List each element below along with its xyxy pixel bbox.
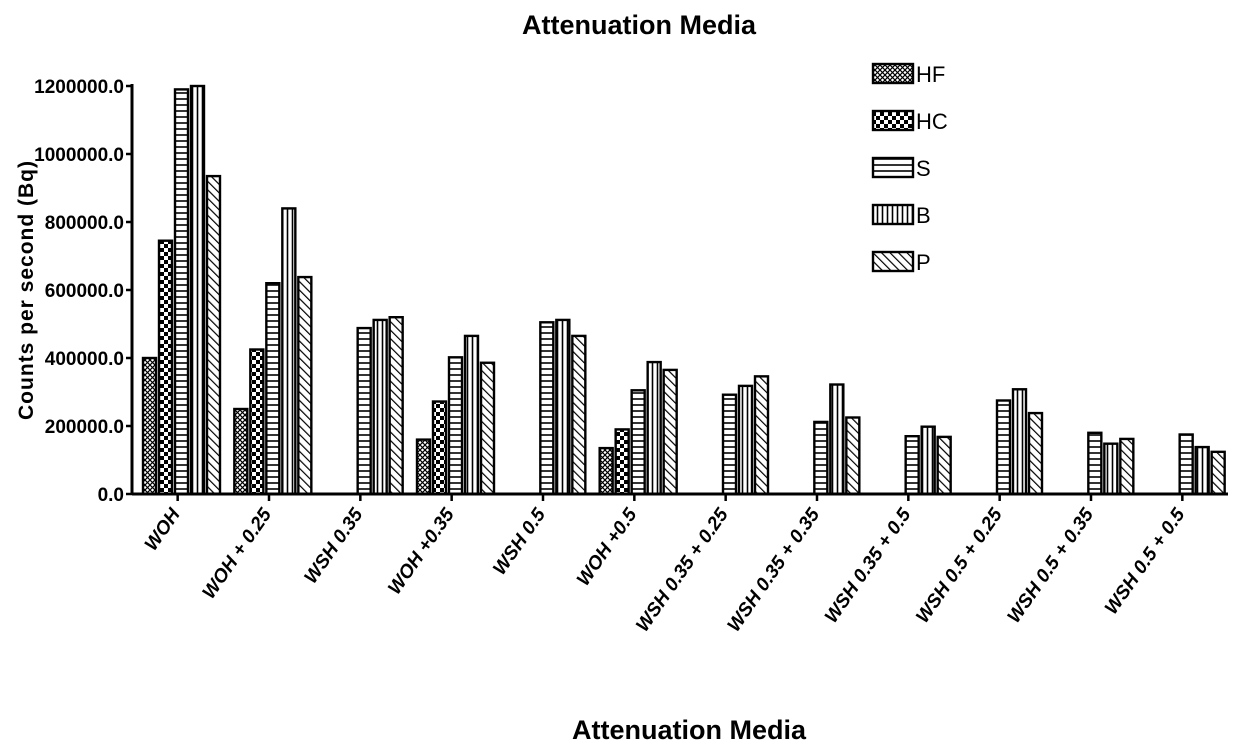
bar-hf-woh-0-25: [233, 407, 249, 496]
bar-p-wsh-0-5: [571, 334, 587, 496]
x-tick-label: WSH 0.35 + 0.35: [724, 504, 825, 635]
bar-b-wsh-0-5-0-35: [1103, 442, 1119, 496]
bar-p-wsh-0-35-0-35: [845, 416, 861, 496]
bar-s-wsh-0-5-0-35: [1087, 431, 1103, 496]
x-tick-label: WOH + 0.25: [199, 504, 277, 602]
bar-s-woh: [173, 88, 190, 496]
legend: HF HC SBP: [871, 62, 948, 275]
y-axis-label: Counts per second (Bq): [15, 160, 38, 420]
bar-s-wsh-0-35: [356, 326, 372, 496]
bar-hf-woh: [141, 356, 158, 496]
bar-p-wsh-0-5-0-35: [1119, 437, 1135, 496]
bar-b-wsh-0-5-0-5: [1194, 445, 1210, 496]
legend-label-p: P: [916, 250, 931, 275]
y-tick-label: 600000.0: [45, 281, 124, 302]
legend-label-hc: HC: [916, 109, 948, 134]
x-tick-label: WSH 0.35 + 0.5: [821, 504, 916, 627]
x-tick-label: WOH +0.35: [384, 504, 459, 598]
bar-b-wsh-0-35-0-5: [920, 425, 936, 496]
bar-b-wsh-0-35-0-25: [737, 384, 754, 496]
bar-p-wsh-0-35-0-5: [936, 435, 952, 496]
y-tick-label: 1000000.0: [34, 145, 124, 166]
legend-swatch-hc: [871, 109, 915, 132]
y-tick-label: 400000.0: [45, 349, 124, 370]
bar-hf-woh-0-35: [415, 438, 432, 496]
bar-p-woh-0-25: [297, 275, 313, 496]
legend-label-b: B: [916, 203, 931, 228]
y-tick-label: 0.0: [98, 485, 124, 506]
x-tick-label: WSH 0.5 + 0.35: [1004, 504, 1099, 627]
bar-b-wsh-0-5: [555, 318, 571, 496]
x-tick-label: WOH +0.5: [573, 504, 642, 589]
x-axis-label: Attenuation Media: [572, 715, 807, 745]
bar-hc-woh-0-35: [431, 400, 448, 496]
bar-hc-woh: [157, 239, 174, 496]
x-tick-label: WSH 0.5 + 0.25: [912, 504, 1007, 627]
x-tick-label: WSH 0.35 + 0.25: [632, 504, 733, 635]
bar-p-woh-0-35: [479, 361, 496, 496]
bar-b-woh-0-25: [281, 207, 297, 496]
bar-hc-woh-0-25: [249, 348, 265, 496]
bar-s-wsh-0-5-0-25: [995, 399, 1012, 496]
x-tick-label: WOH: [141, 504, 186, 555]
bar-p-wsh-0-5-0-5: [1210, 450, 1226, 496]
bar-s-wsh-0-35-0-35: [813, 420, 829, 496]
bar-s-woh-0-25: [265, 282, 281, 496]
legend-swatch-p: [871, 250, 915, 273]
x-tick-label: WSH 0.35: [301, 504, 368, 587]
bar-b-woh-0-5: [646, 360, 662, 496]
legend-label-s: S: [916, 156, 931, 181]
legend-label-hf: HF: [916, 62, 945, 87]
legend-swatch-hf: [871, 62, 915, 85]
chart-title: Attenuation Media: [522, 10, 757, 40]
bar-b-woh: [189, 84, 206, 496]
bar-p-woh-0-5: [662, 368, 678, 496]
bar-b-woh-0-35: [463, 334, 480, 496]
bar-b-wsh-0-5-0-25: [1011, 388, 1028, 496]
y-tick-label: 800000.0: [45, 213, 124, 234]
x-tick-label: WSH 0.5 + 0.5: [1101, 504, 1190, 618]
bars-layer: [141, 84, 1226, 496]
bar-p-wsh-0-35-0-25: [753, 375, 770, 496]
y-tick-label: 1200000.0: [34, 77, 124, 98]
x-tick-label: WSH 0.5: [489, 504, 550, 579]
bar-p-wsh-0-5-0-25: [1027, 411, 1044, 496]
bar-s-woh-0-35: [447, 356, 464, 496]
bar-s-wsh-0-5-0-5: [1178, 433, 1194, 496]
bar-s-wsh-0-5: [539, 321, 555, 496]
y-tick-label: 200000.0: [45, 417, 124, 438]
bar-s-woh-0-5: [630, 389, 646, 496]
bar-hc-woh-0-5: [614, 428, 630, 496]
legend-swatch-b: [871, 203, 915, 226]
bar-p-woh: [205, 174, 222, 496]
bar-p-wsh-0-35: [388, 316, 404, 496]
legend-swatch-s: [871, 156, 915, 179]
bar-b-wsh-0-35-0-35: [829, 383, 845, 496]
bar-s-wsh-0-35-0-25: [721, 393, 738, 496]
bar-b-wsh-0-35: [372, 318, 388, 496]
bar-s-wsh-0-35-0-5: [904, 435, 920, 496]
bar-hf-woh-0-5: [598, 446, 614, 496]
